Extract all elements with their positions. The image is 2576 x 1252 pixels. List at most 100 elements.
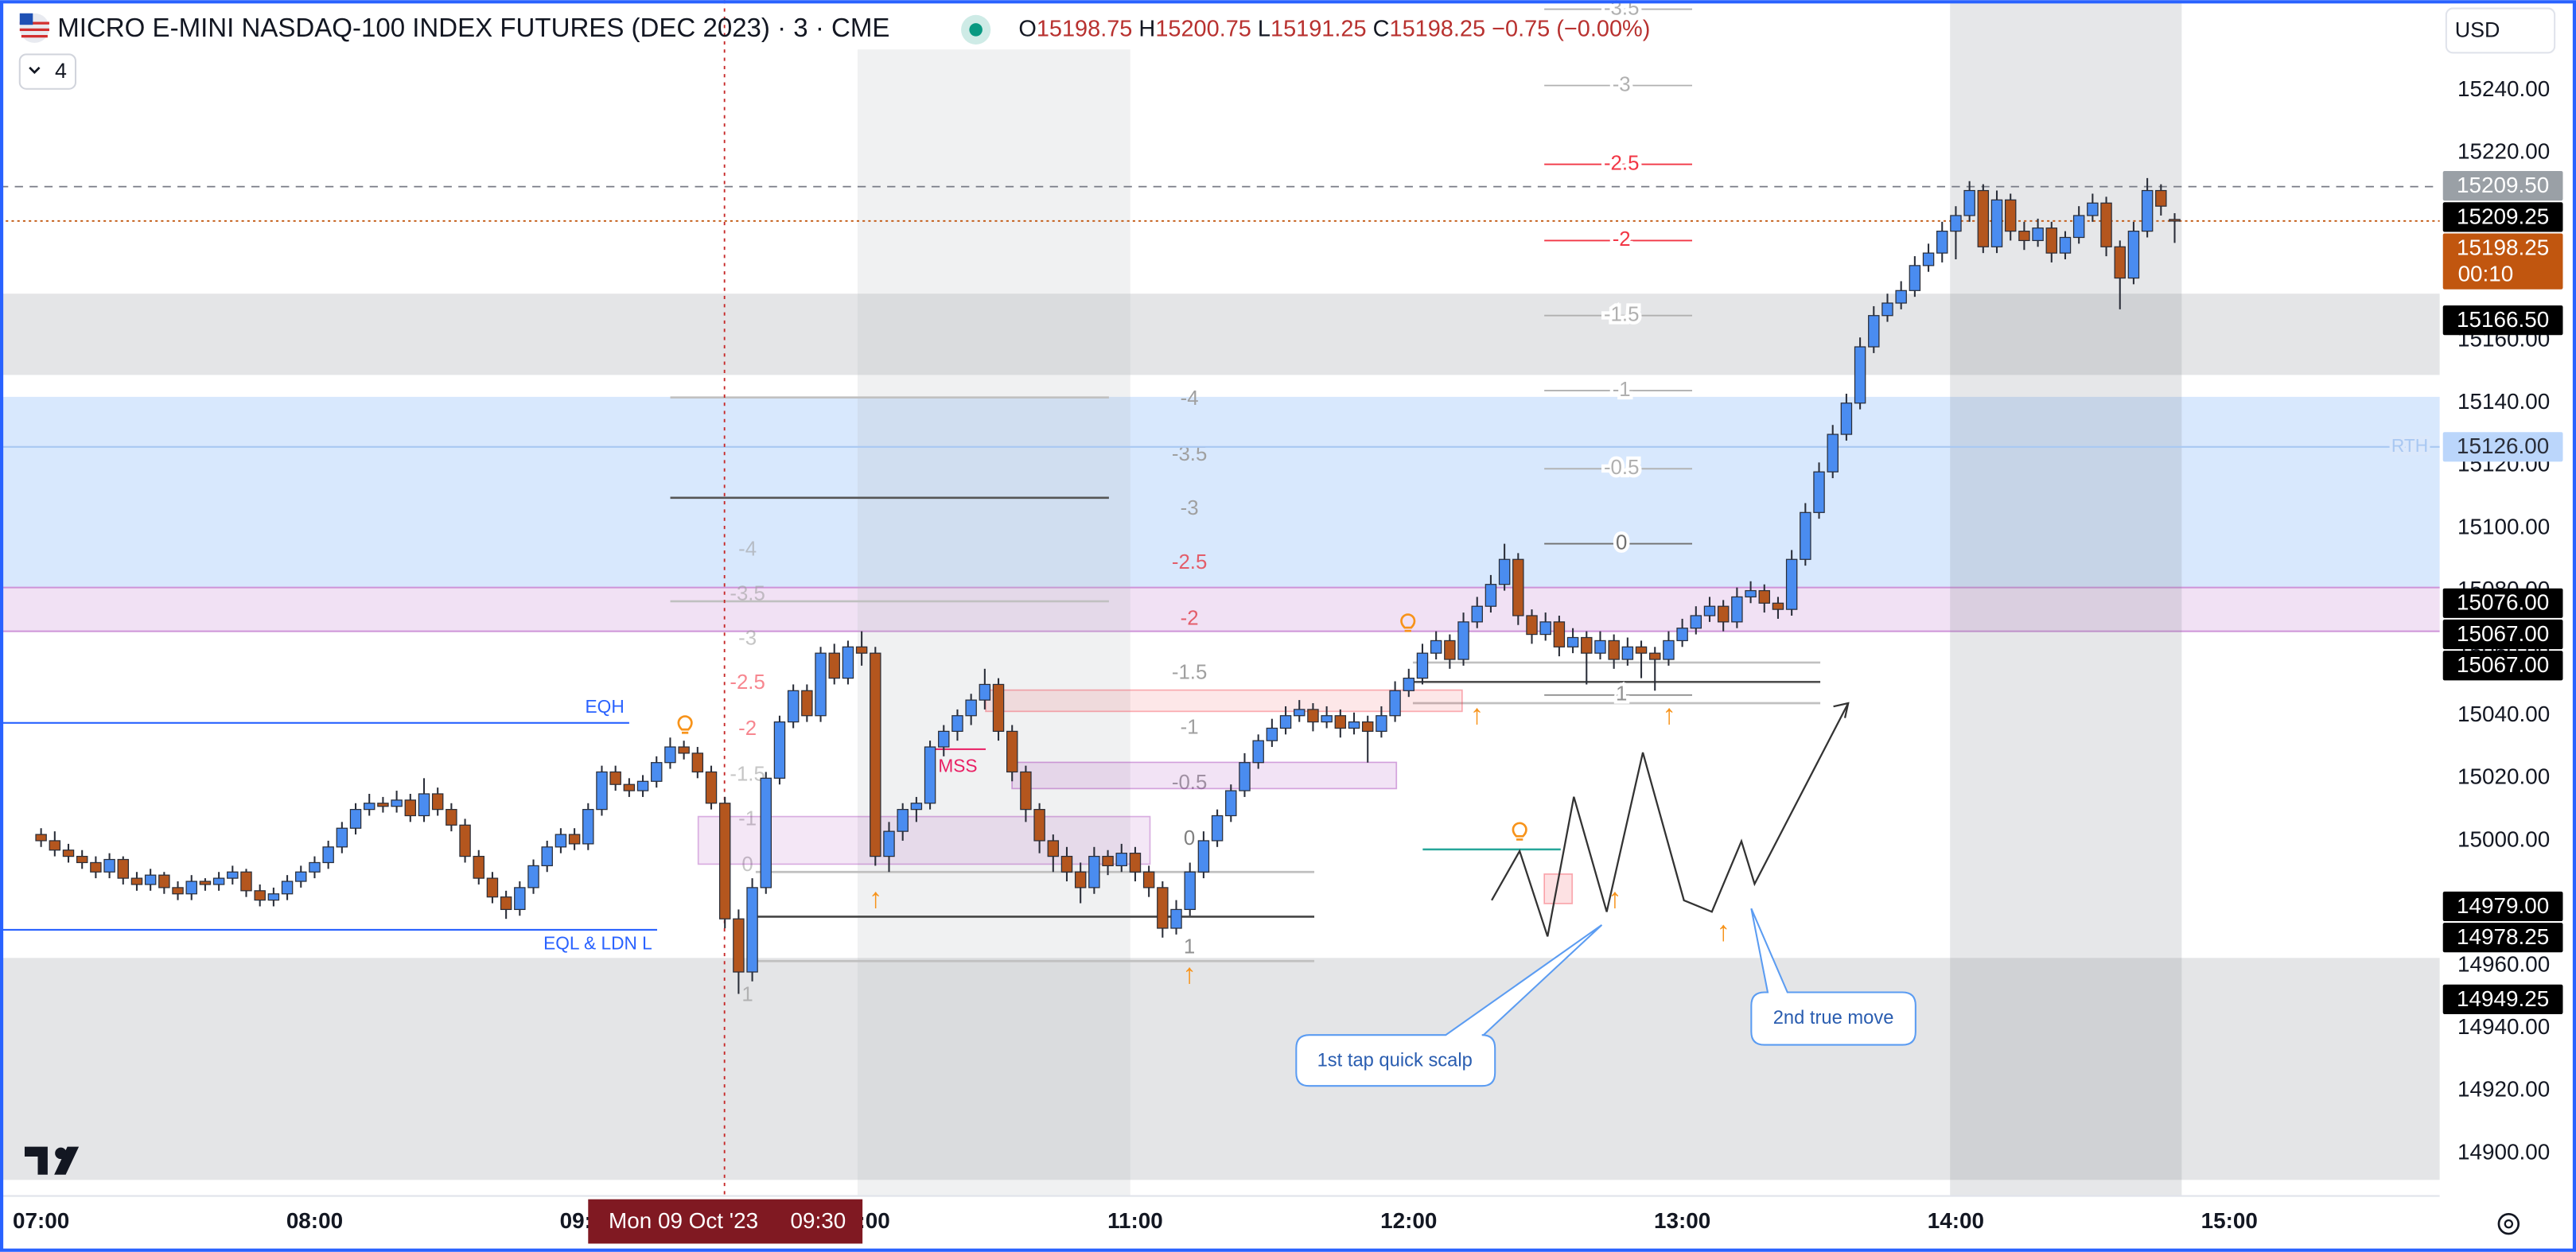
candle-body — [924, 746, 936, 804]
order-block — [697, 815, 1151, 865]
candle-body — [431, 793, 444, 811]
candle-body — [2045, 227, 2058, 254]
candle-body — [295, 871, 307, 882]
candle-body — [883, 830, 895, 857]
price-badge — [2442, 171, 2563, 201]
price-badge-label: 15209.50 — [2457, 173, 2549, 197]
chart-title: MICRO E-MINI NASDAQ-100 INDEX FUTURES (D… — [57, 14, 889, 43]
price-badge-label: 15126.00 — [2457, 434, 2549, 458]
ohlc-open: 15198.75 — [1037, 16, 1133, 41]
callout-box — [1295, 923, 1603, 1087]
currency-button[interactable] — [2445, 7, 2556, 54]
order-block — [1011, 761, 1398, 790]
ohlc-high: 15200.75 — [1155, 16, 1251, 41]
candle-body — [404, 799, 417, 817]
fib-level-label: -3.5 — [730, 582, 765, 605]
callout-text: 1st tap quick scalp — [1317, 1051, 1473, 1071]
candle-body — [2100, 202, 2112, 247]
fib-level-label: -2 — [738, 717, 757, 740]
price-badge-countdown: 00:10 — [2458, 262, 2514, 286]
candle-body — [1361, 721, 1374, 733]
price-badge-label: 15198.25 — [2457, 235, 2549, 260]
candle-body — [691, 752, 704, 773]
candle-body — [1676, 628, 1688, 642]
candle-body — [1142, 871, 1155, 888]
x-tick-label: 13:00 — [1654, 1208, 1710, 1233]
candle-body — [1539, 621, 1551, 636]
candle-body — [1403, 677, 1415, 691]
candle-body — [1868, 315, 1880, 348]
candle-body — [938, 730, 950, 748]
price-badge-label: 15209.25 — [2457, 204, 2549, 228]
candle-body — [828, 652, 840, 679]
candle-body — [1608, 640, 1620, 660]
candle-body — [773, 721, 786, 779]
drawings: ↑ ↑ ↑ ↑ ↑ ↑ 1st tap quick scalp 2nd true… — [677, 613, 1916, 1087]
candle-body — [870, 652, 881, 857]
candle-body — [1977, 189, 1990, 247]
candle-body — [227, 871, 239, 879]
candle-body — [459, 824, 471, 857]
candle-body — [623, 783, 636, 791]
candle-body — [500, 896, 512, 911]
candle-body — [1827, 434, 1839, 472]
candle-body — [49, 840, 61, 851]
ohlc-close: 15198.25 — [1390, 16, 1486, 41]
price-badge-label: 14949.25 — [2457, 986, 2549, 1011]
candle-body — [486, 877, 499, 898]
candle-body — [582, 809, 594, 845]
mss-label: MSS — [938, 756, 977, 776]
y-tick-label: 14920.00 — [2457, 1077, 2550, 1102]
candle-body — [2087, 202, 2099, 216]
price-badge-label: 14978.25 — [2457, 924, 2549, 949]
price-badge — [2442, 432, 2563, 462]
price-badge — [2442, 651, 2563, 681]
session-band — [857, 49, 1130, 1196]
candle-body — [1088, 855, 1100, 888]
fib-level-label: 1 — [1616, 683, 1627, 706]
candle-body — [1157, 887, 1169, 929]
candle-body — [1471, 605, 1483, 623]
candle-body — [2032, 227, 2044, 242]
candle-body — [2004, 199, 2017, 232]
fib-level-label: -1 — [1613, 379, 1631, 401]
candle-body — [1239, 762, 1251, 791]
candle-body — [1047, 840, 1060, 857]
candle-body — [1772, 602, 1784, 610]
candle-body — [801, 690, 813, 717]
candle-body — [103, 858, 115, 873]
candle-body — [746, 887, 758, 973]
crosshair-time: 09:30 — [791, 1208, 846, 1233]
fib-level-label: 1 — [1184, 936, 1195, 958]
candle-body — [418, 793, 430, 817]
y-tick-label: 14960.00 — [2457, 951, 2550, 976]
x-tick-label: 08:00 — [286, 1208, 343, 1233]
candle-body — [514, 887, 526, 911]
arrow-icon: ↑ — [1182, 958, 1197, 990]
settings-icon[interactable] — [2497, 1212, 2520, 1235]
candle-body — [1060, 855, 1073, 873]
candle-body — [1950, 215, 1962, 232]
ohlc-prefix: L — [1258, 16, 1270, 41]
candle-body — [1376, 715, 1387, 733]
arrow-icon: ↑ — [1662, 699, 1676, 730]
candle-body — [1731, 596, 1743, 623]
fib-level-label: -0.5 — [1172, 772, 1207, 794]
price-badge — [2442, 305, 2563, 336]
candle-body — [349, 809, 362, 829]
candle-body — [2059, 236, 2072, 254]
candle-body — [705, 771, 718, 804]
arrow-icon: ↑ — [869, 883, 883, 914]
indicator-toggle[interactable] — [18, 53, 77, 90]
fib-level-label: -1.5 — [730, 764, 765, 786]
price-badge — [2442, 923, 2563, 953]
candle-body — [35, 834, 47, 842]
candle-body — [473, 855, 484, 879]
price-badge — [2442, 984, 2563, 1014]
fib-level-label: -4 — [738, 539, 757, 561]
candle-body — [1690, 615, 1702, 629]
ohlc-prefix: O — [1018, 16, 1036, 41]
candle-body — [596, 771, 608, 811]
candle-body — [1252, 740, 1264, 764]
